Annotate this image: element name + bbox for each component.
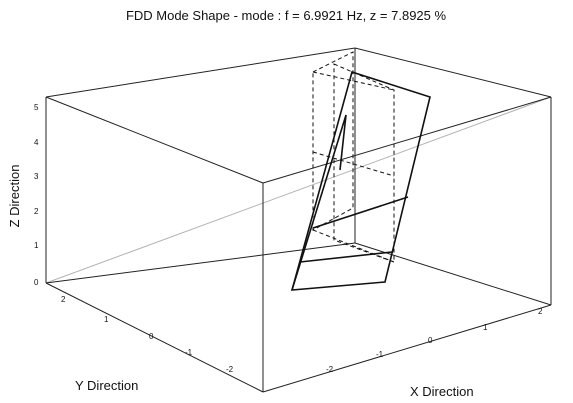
mode-frame-outline [290,70,431,291]
mode-floor-upper [339,114,347,171]
z-axis-ticks: 0 1 2 3 4 5 [34,103,39,287]
x-tick-1: 1 [483,323,488,332]
z-tick-4: 4 [34,138,39,147]
x-tick-minus-1: -1 [376,350,384,359]
z-axis-label: Z Direction [7,165,22,228]
axes-box [45,47,552,393]
y-tick-minus-2: -2 [226,365,234,374]
box-top-back [45,47,356,98]
y-axis-ticks: 2 1 0 -1 -2 [61,295,234,374]
z-tick-0: 0 [34,278,39,287]
mode-column-left [291,114,347,291]
box-bottom-front-left [45,282,264,393]
mode-floor-mid [312,196,409,229]
box-bottom-back [45,242,356,284]
z-tick-2: 2 [34,207,39,216]
box-top-front-right [262,96,552,184]
undeformed-mid-link-b [312,229,395,263]
x-tick-minus-2: -2 [326,365,334,374]
mode-shape [290,70,431,291]
x-axis-ticks: -2 -1 0 1 2 [326,307,543,374]
x-tick-0: 0 [428,336,433,345]
undeformed-structure [312,51,395,263]
undeformed-mid-link-a [312,151,395,177]
y-tick-0: 0 [149,332,154,341]
z-tick-5: 5 [34,103,39,112]
z-tick-3: 3 [34,172,39,181]
z-tick-1: 1 [34,241,39,250]
box-mid-plane-a [45,96,552,284]
y-tick-minus-1: -1 [185,348,193,357]
box-top-front-left [45,96,264,184]
y-axis-label: Y Direction [75,378,138,393]
box-top-right [354,47,552,98]
undeformed-frame-back [333,63,395,263]
y-tick-1: 1 [104,315,109,324]
x-axis-label: X Direction [410,384,474,399]
x-tick-2: 2 [538,307,543,316]
undeformed-frame-front [312,51,354,231]
y-tick-2: 2 [61,295,66,304]
box-bottom-front-right [262,304,552,393]
mode-floor-lower [299,251,393,263]
box-bottom-right [354,242,552,306]
plot-title: FDD Mode Shape - mode : f = 6.9921 Hz, z… [126,8,447,23]
